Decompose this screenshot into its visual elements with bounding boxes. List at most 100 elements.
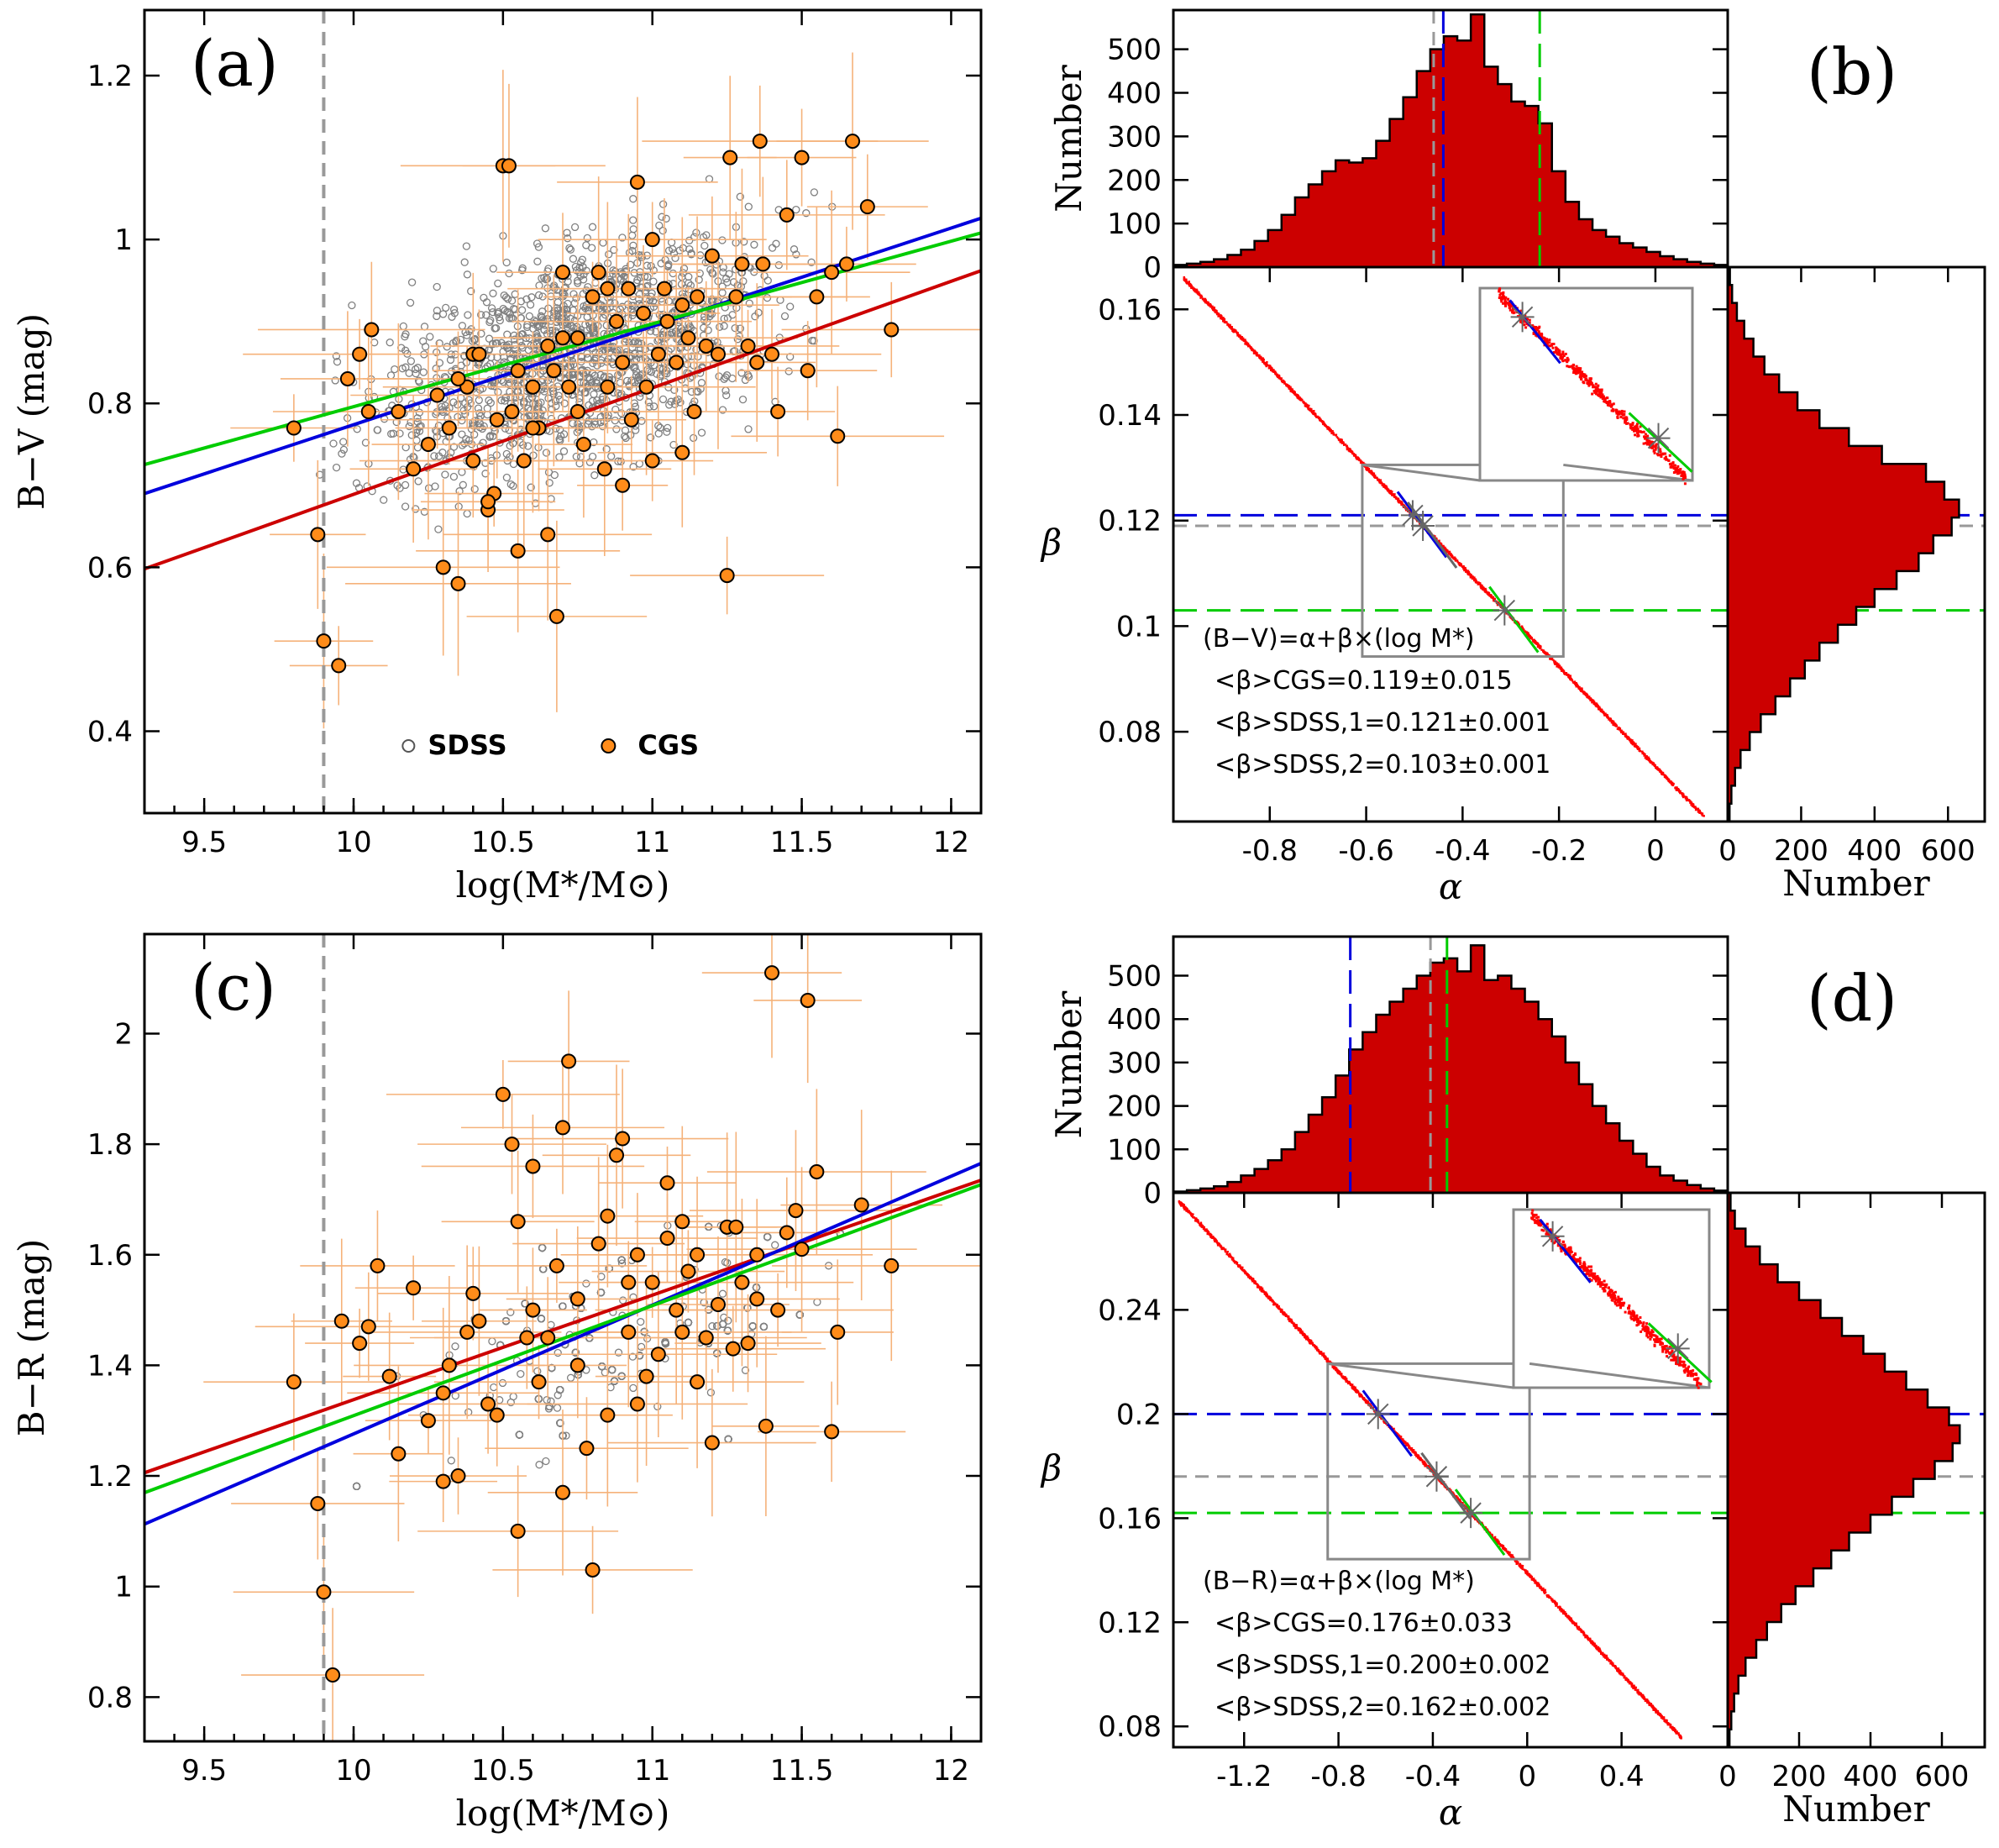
sdss-point bbox=[449, 305, 459, 314]
plot-area bbox=[144, 10, 981, 813]
mcmc-point bbox=[1306, 405, 1309, 407]
sdss-point bbox=[545, 479, 554, 487]
sdss-point bbox=[435, 359, 444, 367]
zoom-point bbox=[1537, 330, 1540, 333]
alpha-hist-bar bbox=[1700, 263, 1715, 267]
mcmc-point bbox=[1208, 304, 1210, 307]
mcmc-point bbox=[1605, 714, 1608, 717]
mcmc-point bbox=[1254, 351, 1257, 354]
mcmc-point bbox=[1370, 472, 1373, 475]
cgs-point bbox=[859, 199, 875, 215]
mcmc-point bbox=[1393, 496, 1396, 498]
mcmc-point bbox=[1675, 787, 1677, 790]
mcmc-point bbox=[1210, 306, 1213, 308]
sdss-point bbox=[662, 214, 670, 223]
sdss-point bbox=[671, 254, 679, 262]
mcmc-point bbox=[1321, 422, 1325, 425]
sdss-point bbox=[772, 239, 780, 248]
mcmc-point bbox=[1211, 307, 1214, 310]
cgs-point bbox=[555, 330, 570, 346]
sdss-point bbox=[433, 312, 441, 321]
sdss-point bbox=[810, 188, 819, 197]
mcmc-point bbox=[1364, 465, 1367, 468]
mcmc-point bbox=[1341, 440, 1343, 444]
mcmc-point bbox=[1261, 358, 1263, 361]
mcmc-point bbox=[1195, 291, 1198, 293]
beta-ytick-label: 0.14 bbox=[1098, 399, 1162, 433]
cgs-point bbox=[569, 404, 585, 419]
zoom-point bbox=[1624, 419, 1627, 423]
zoom-point bbox=[1513, 311, 1516, 314]
sdss-point bbox=[685, 272, 693, 281]
sdss-point bbox=[599, 239, 607, 247]
mcmc-point bbox=[1561, 669, 1563, 672]
zoom-point bbox=[1643, 435, 1645, 438]
cgs-point bbox=[480, 494, 496, 510]
mcmc-point bbox=[1585, 694, 1587, 696]
sdss-point bbox=[590, 390, 598, 398]
zoom-point bbox=[1523, 323, 1526, 327]
zoom-point bbox=[1532, 332, 1535, 335]
zoom-point bbox=[1560, 353, 1563, 356]
mcmc-point bbox=[1575, 684, 1577, 686]
beta-hist-bar bbox=[1728, 445, 1882, 465]
mcmc-point bbox=[1438, 539, 1440, 542]
zoom-point bbox=[1588, 380, 1592, 383]
mcmc-point bbox=[1637, 747, 1640, 749]
zoom-point bbox=[1635, 423, 1639, 426]
mcmc-point bbox=[1647, 756, 1650, 759]
zoom-point bbox=[1503, 295, 1506, 298]
mcmc-point bbox=[1269, 365, 1272, 367]
mcmc-point bbox=[1490, 596, 1493, 599]
sdss-point bbox=[620, 432, 629, 441]
mcmc-point bbox=[1377, 479, 1379, 481]
mcmc-point bbox=[1244, 341, 1247, 344]
cgs-point bbox=[669, 354, 685, 370]
mcmc-point bbox=[1338, 439, 1341, 442]
mcmc-point bbox=[1375, 476, 1378, 480]
zoom-point bbox=[1587, 384, 1591, 387]
sdss-point bbox=[414, 477, 422, 486]
mcmc-point bbox=[1492, 597, 1495, 600]
sdss-point bbox=[542, 276, 550, 284]
plot-area bbox=[144, 934, 981, 1741]
sdss-point bbox=[506, 1308, 515, 1316]
sdss-point bbox=[380, 496, 388, 504]
mcmc-point bbox=[1595, 704, 1598, 706]
mcmc-point bbox=[1271, 370, 1274, 373]
sdss-point bbox=[621, 426, 630, 434]
zoom-point bbox=[1655, 443, 1658, 446]
mcmc-point bbox=[1228, 324, 1230, 328]
zoom-point bbox=[1540, 335, 1543, 339]
sdss-point bbox=[774, 260, 783, 270]
sdss-point bbox=[458, 441, 467, 449]
mcmc-point bbox=[1578, 687, 1581, 690]
sdss-point bbox=[628, 344, 637, 352]
mcmc-point bbox=[1629, 738, 1632, 741]
sdss-point bbox=[450, 309, 459, 318]
sdss-point bbox=[519, 441, 527, 449]
mcmc-point bbox=[1631, 743, 1634, 746]
mcmc-point bbox=[1389, 490, 1393, 492]
marker-blue-d2 bbox=[1402, 504, 1424, 527]
alpha-hist-bar bbox=[1538, 123, 1553, 267]
mcmc-point bbox=[1583, 691, 1586, 695]
mcmc-point bbox=[1639, 749, 1641, 752]
sdss-point bbox=[555, 453, 564, 461]
sdss-point bbox=[447, 449, 455, 457]
cgs-point bbox=[435, 559, 451, 575]
sdss-point bbox=[570, 223, 580, 232]
zoom-point bbox=[1620, 409, 1624, 412]
mcmc-point bbox=[1629, 739, 1632, 743]
sdss-point bbox=[463, 331, 471, 339]
zoom-point bbox=[1663, 457, 1666, 460]
sdss-point bbox=[399, 322, 407, 331]
cgs-point bbox=[838, 256, 854, 272]
x-xtick-label: 10 bbox=[335, 826, 371, 859]
sdss-point bbox=[614, 1348, 623, 1357]
mcmc-point bbox=[1457, 562, 1460, 565]
zoom-point bbox=[1598, 394, 1602, 396]
mcmc-point bbox=[1594, 703, 1597, 706]
beta-hist-bar bbox=[1728, 749, 1741, 769]
mcmc-point bbox=[1626, 737, 1629, 739]
